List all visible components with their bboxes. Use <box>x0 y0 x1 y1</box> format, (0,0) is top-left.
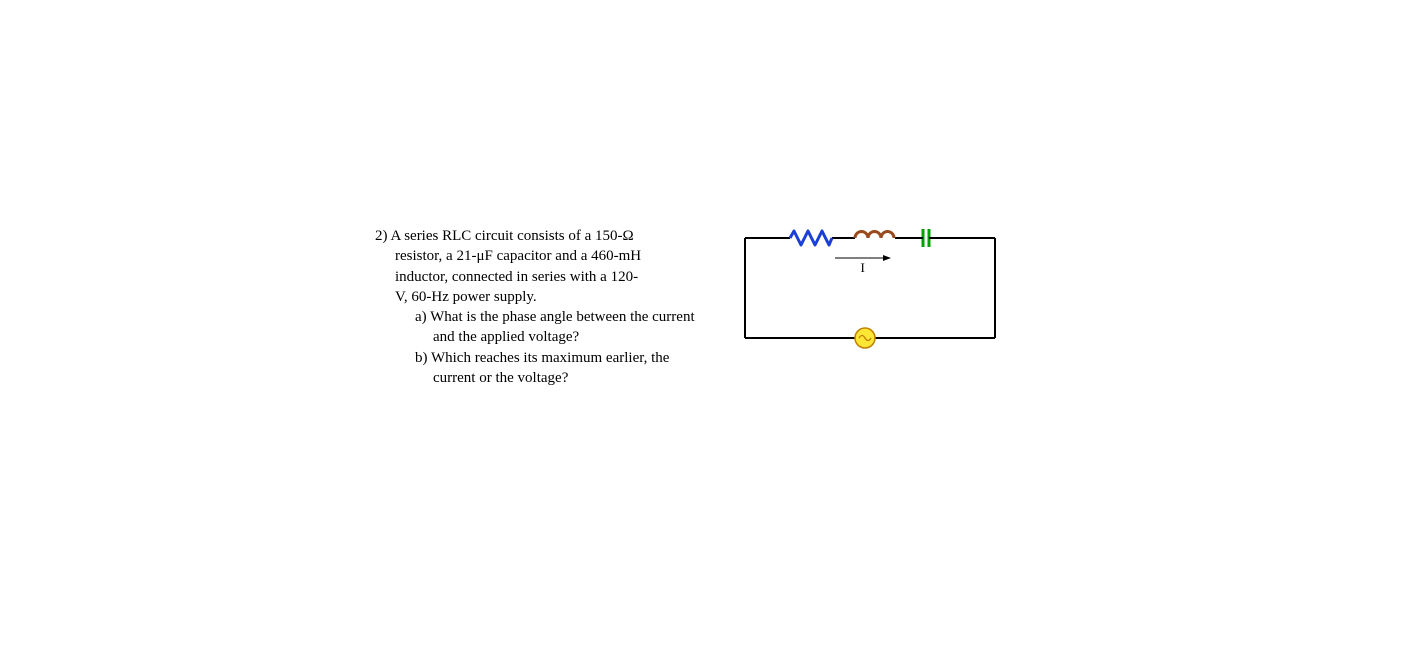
inductor-icon <box>855 232 894 239</box>
ac-source-icon <box>855 328 875 348</box>
current-label: I <box>861 260 865 275</box>
resistor-icon <box>790 231 832 245</box>
part-b-label: b) <box>415 350 428 366</box>
circuit-wires <box>745 238 995 338</box>
part-b-text: Which reaches its maximum earlier, the c… <box>431 350 669 386</box>
circuit-diagram: I <box>735 226 1005 376</box>
part-a-text: What is the phase angle between the curr… <box>430 309 694 345</box>
part-a: a) What is the phase angle between the c… <box>415 307 705 348</box>
question-text: 2) A series RLC circuit consists of a 15… <box>375 226 705 388</box>
stem-text-2: resistor, a 21-μF capacitor and a 460-mH <box>375 246 705 266</box>
question-stem-line1: 2) A series RLC circuit consists of a 15… <box>375 226 705 246</box>
stem-text-1: A series RLC circuit consists of a 150-Ω <box>390 228 633 244</box>
part-a-label: a) <box>415 309 427 325</box>
stem-text-4: V, 60-Hz power supply. <box>375 287 705 307</box>
part-b: b) Which reaches its maximum earlier, th… <box>415 348 705 389</box>
question-number: 2) <box>375 228 388 244</box>
capacitor-icon <box>920 229 932 247</box>
stem-text-3: inductor, connected in series with a 120… <box>375 267 705 287</box>
